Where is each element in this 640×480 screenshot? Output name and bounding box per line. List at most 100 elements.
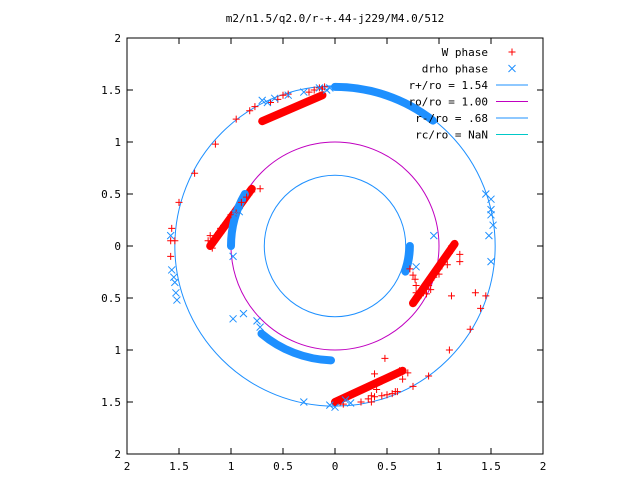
w-phase-point xyxy=(267,98,275,106)
w-phase-point xyxy=(412,289,420,297)
w-phase-point xyxy=(217,224,225,232)
x-tick-label: 1.5 xyxy=(169,460,189,473)
w-phase-point xyxy=(409,382,417,390)
drho-phase-point xyxy=(231,209,240,218)
legend-label: drho phase xyxy=(422,63,488,76)
w-phase-point xyxy=(321,83,329,91)
w-phase-point xyxy=(443,261,451,269)
w-phase-point xyxy=(248,188,256,196)
w-phase-point xyxy=(466,325,474,333)
drho-band-1 xyxy=(227,190,249,250)
legend-marker xyxy=(508,48,516,56)
drho-phase-point xyxy=(167,266,176,274)
drho-phase-point xyxy=(169,273,178,282)
w-phase-point xyxy=(251,103,259,111)
legend-label: W phase xyxy=(442,46,488,59)
drho-phase-point xyxy=(325,84,334,92)
drho-phase-point xyxy=(173,296,181,304)
w-phase-point xyxy=(208,244,216,252)
drho-phase-point xyxy=(299,398,308,406)
x-tick-label: 2 xyxy=(124,460,131,473)
w-phase-point xyxy=(395,367,403,375)
legend: W phase drho phase r+/ro = 1.54 ro/ro = 1.0… xyxy=(409,46,528,142)
drho-phase-point xyxy=(229,314,237,323)
w-phase-point xyxy=(357,398,365,406)
w-phase-point xyxy=(409,271,417,279)
w-phase-point xyxy=(191,169,199,177)
drho-phase-point xyxy=(331,403,339,412)
w-phase-point xyxy=(425,282,433,290)
x-tick-label: 1 xyxy=(436,460,443,473)
w-phase-point xyxy=(367,398,375,406)
w-phase-point xyxy=(336,398,344,406)
drho-phase-point xyxy=(429,231,438,240)
drho-phase-point xyxy=(253,317,261,325)
w-phase-point xyxy=(246,107,254,115)
drho-phase-point xyxy=(270,94,279,103)
x-tick-label: 0.5 xyxy=(273,460,293,473)
drho-phase-point xyxy=(263,98,272,107)
y-tick-label: 1 xyxy=(114,136,121,149)
drho-phase-point xyxy=(325,401,334,409)
w-band-2 xyxy=(409,239,459,308)
w-phase-point xyxy=(222,219,230,227)
w-phase-point xyxy=(456,250,464,258)
w-phase-point xyxy=(378,392,386,400)
w-phase-point xyxy=(406,265,414,273)
drho-phase-point xyxy=(412,262,420,271)
drho-band-2 xyxy=(401,242,414,276)
w-phase-point xyxy=(367,392,375,400)
w-phase-point xyxy=(168,224,176,232)
w-phase-point xyxy=(284,90,292,98)
y-tick-label: 1.5 xyxy=(101,396,121,409)
w-band-0 xyxy=(258,91,327,126)
drho-phase-point xyxy=(170,278,179,287)
drho-phase-point xyxy=(487,195,495,204)
drho-phase-point xyxy=(346,399,355,407)
w-phase-point xyxy=(279,91,287,99)
w-phase-point xyxy=(237,198,245,206)
w-phase-point xyxy=(175,198,183,206)
w-phase-point xyxy=(447,292,455,300)
w-phase-point xyxy=(440,258,448,266)
w-phase-point xyxy=(215,228,223,236)
w-phase-point xyxy=(414,294,422,302)
w-phase-point xyxy=(171,237,179,245)
drho-phase-point xyxy=(487,257,495,266)
w-phase-point xyxy=(310,86,318,94)
w-phase-point xyxy=(471,289,479,297)
w-phase-point xyxy=(243,193,251,201)
drho-phase-point xyxy=(315,84,324,92)
w-phase-point xyxy=(371,370,379,378)
drho-phase-point xyxy=(256,323,264,331)
y-tick-label: 0 xyxy=(114,240,121,253)
w-phase-point xyxy=(430,273,438,281)
drho-band-3 xyxy=(257,329,336,365)
circle-2 xyxy=(263,174,407,318)
w-phase-point xyxy=(227,211,235,219)
y-tick-label: 1 xyxy=(114,344,121,357)
w-phase-point xyxy=(423,290,431,298)
w-phase-point xyxy=(167,252,175,260)
w-phase-point xyxy=(419,289,427,297)
drho-phase-point xyxy=(239,309,248,318)
w-phase-point xyxy=(364,395,372,403)
w-phase-point xyxy=(435,270,443,278)
drho-phase-point xyxy=(487,210,495,219)
drho-phase-point xyxy=(229,252,237,261)
w-phase-point xyxy=(373,386,381,394)
data-points xyxy=(166,83,497,412)
w-phase-point xyxy=(412,282,420,290)
w-phase-point xyxy=(211,140,219,148)
x-tick-label: 1 xyxy=(228,460,235,473)
w-phase-point xyxy=(399,375,407,383)
y-tick-label: 2 xyxy=(114,448,121,461)
x-tick-label: 0 xyxy=(332,460,339,473)
drho-phase-point xyxy=(258,96,267,105)
w-phase-point xyxy=(388,372,396,380)
drho-band-0 xyxy=(331,82,437,125)
w-phase-point xyxy=(404,369,412,377)
drho-phase-point xyxy=(299,88,308,96)
legend-label: ro/ro = 1.00 xyxy=(409,96,488,109)
drho-phase-point xyxy=(341,396,350,404)
